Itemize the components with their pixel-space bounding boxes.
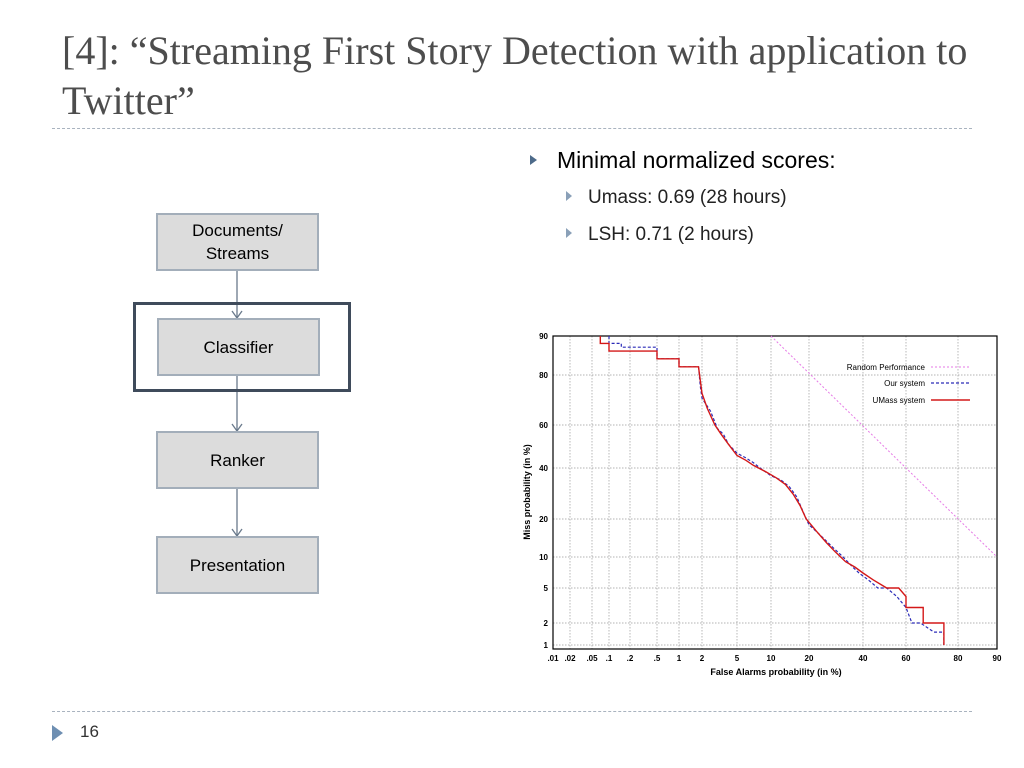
y-tick-label: 40 (539, 464, 548, 473)
title-divider (52, 128, 972, 129)
bullet-arrow-icon (530, 154, 537, 165)
flow-box-classifier: Classifier (157, 318, 320, 376)
bullet-arrow-icon (566, 227, 572, 238)
x-tick-label: .01 (547, 654, 559, 663)
slide-title: [4]: “Streaming First Story Detection wi… (62, 28, 968, 123)
chart-legend: Random Performance Our system UMass system (847, 363, 970, 405)
classifier-highlight-frame (133, 302, 351, 392)
y-tick-label: 5 (544, 584, 549, 593)
x-tick-label: 40 (859, 654, 868, 663)
x-tick-label: 60 (902, 654, 911, 663)
series-line-random-performance (770, 335, 998, 558)
x-axis-label: False Alarms probability (in %) (710, 667, 841, 677)
x-tick-label: 90 (993, 654, 1002, 663)
y-tick-labels: 1 2 5 10 20 40 60 80 90 (539, 332, 548, 650)
footer-arrow-icon (52, 725, 63, 741)
bullet-sub-umass: Umass: 0.69 (28 hours) (566, 185, 787, 211)
series-line-umass-system (599, 336, 945, 645)
flow-box-presentation: Presentation (156, 536, 319, 594)
x-tick-label: .1 (606, 654, 613, 663)
flow-box-ranker: Ranker (156, 431, 319, 489)
x-tick-label: 1 (677, 654, 682, 663)
x-tick-labels: .01 .02 .05 .1 .2 .5 1 2 5 10 20 40 60 80 90 (547, 654, 1002, 663)
bullet-main: Minimal normalized scores: (530, 145, 836, 175)
footer-divider (52, 711, 972, 712)
bullet-arrow-icon (566, 190, 572, 201)
y-tick-label: 60 (539, 421, 548, 430)
y-tick-label: 2 (544, 619, 549, 628)
legend-label: UMass system (873, 396, 926, 405)
bullet-main-text: Minimal normalized scores: (557, 147, 836, 173)
chart-series (599, 335, 998, 645)
bullet-sub-lsh: LSH: 0.71 (2 hours) (566, 222, 754, 248)
x-tick-label: 10 (767, 654, 776, 663)
y-tick-label: 20 (539, 515, 548, 524)
x-tick-label: 2 (700, 654, 705, 663)
y-tick-label: 90 (539, 332, 548, 341)
y-tick-label: 10 (539, 553, 548, 562)
bullet-sub-text: Umass: 0.69 (28 hours) (588, 187, 787, 208)
chart-grid (552, 335, 998, 649)
x-tick-label: .2 (627, 654, 634, 663)
x-tick-label: 20 (805, 654, 814, 663)
x-tick-label: 80 (954, 654, 963, 663)
flow-box-documents: Documents/ Streams (156, 213, 319, 271)
x-tick-label: .05 (586, 654, 598, 663)
x-tick-label: .02 (564, 654, 576, 663)
legend-label: Random Performance (847, 363, 926, 372)
legend-label: Our system (884, 379, 925, 388)
y-tick-label: 1 (544, 641, 549, 650)
plot-frame (552, 335, 998, 650)
x-tick-label: .5 (654, 654, 661, 663)
bullet-sub-text: LSH: 0.71 (2 hours) (588, 224, 754, 245)
x-tick-label: 5 (735, 654, 740, 663)
page-number: 16 (80, 722, 99, 741)
y-tick-label: 80 (539, 371, 548, 380)
y-axis-label: Miss probability (in %) (522, 444, 532, 540)
